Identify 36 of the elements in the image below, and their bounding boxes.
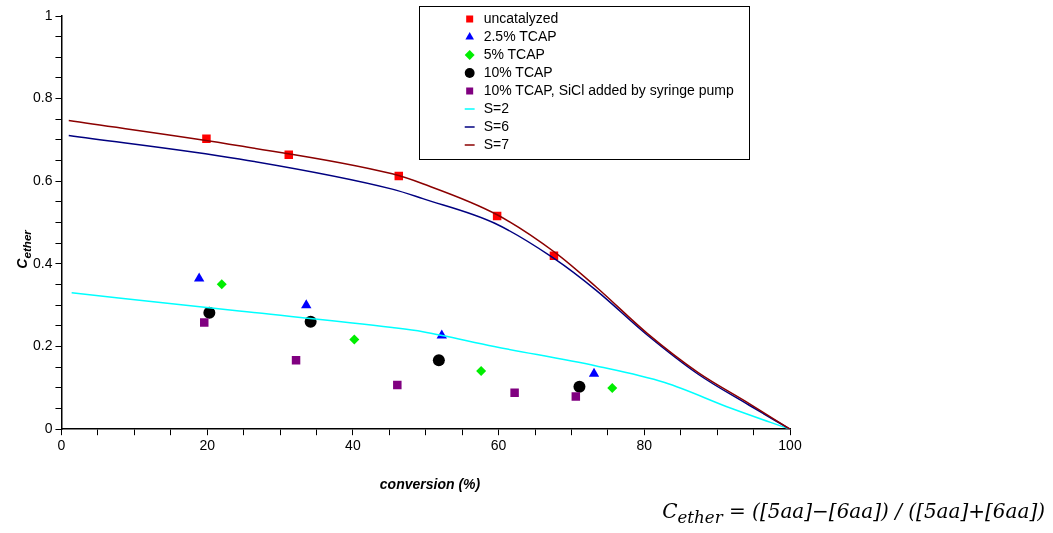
legend-label: 2.5% TCAP (483, 27, 557, 44)
x-tick-label: 60 (490, 437, 507, 454)
text: C$_{ether}$ = ([5aa]−[6aa]) / ([5aa]+[6aa]) (662, 499, 1045, 527)
line-series (70, 292, 790, 430)
point (349, 334, 360, 345)
legend-label: 10% TCAP, SiCl added by syringe pump (483, 81, 734, 98)
y-tick-label: 0.8 (32, 89, 53, 106)
point (573, 380, 586, 393)
x-axis-title: conversion (%) (378, 476, 482, 492)
point (510, 388, 519, 398)
point (200, 318, 209, 327)
legend-label: S=6 (483, 117, 510, 134)
y-tick-label: 0 (44, 420, 53, 437)
point (588, 367, 600, 377)
x-tick-label: 100 (778, 437, 802, 454)
point (476, 365, 487, 376)
legend-label: uncatalyzed (483, 9, 559, 26)
point (216, 279, 227, 290)
point (393, 380, 402, 390)
y-tick-label: 0.6 (32, 172, 53, 189)
point (193, 272, 205, 282)
point (607, 382, 618, 393)
x-tick-label: 20 (199, 437, 216, 454)
y-tick-label: 1 (44, 6, 53, 23)
point (571, 392, 581, 401)
legend-label: 10% TCAP (483, 63, 553, 80)
x-tick-label: 80 (636, 437, 653, 454)
legend-label: 5% TCAP (483, 45, 545, 62)
x-tick-label: 40 (345, 437, 361, 454)
y-tick-label: 0.2 (32, 337, 53, 354)
y-tick-label: 0.4 (32, 254, 53, 271)
point (432, 354, 445, 367)
point (301, 299, 312, 309)
legend-label: S=7 (483, 135, 510, 152)
legend-label: S=2 (483, 99, 510, 116)
x-tick-label: 0 (57, 437, 66, 454)
